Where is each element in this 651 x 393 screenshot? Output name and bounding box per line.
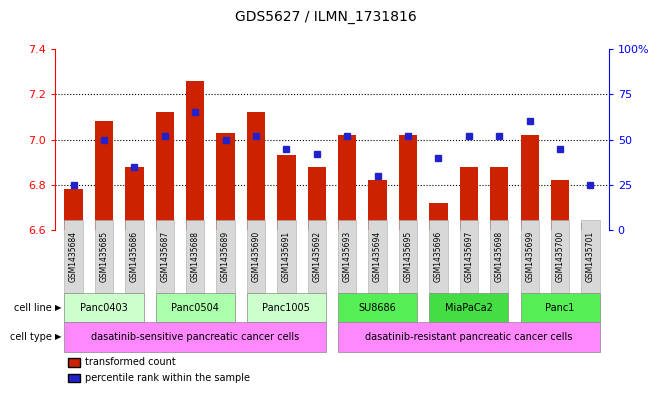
Text: GSM1435685: GSM1435685 (100, 231, 109, 282)
Bar (429, 203, 447, 230)
Text: GSM1435686: GSM1435686 (130, 231, 139, 282)
Text: Panc0403: Panc0403 (80, 303, 128, 312)
Text: GSM1435698: GSM1435698 (495, 231, 504, 282)
Text: dasatinib-sensitive pancreatic cancer cells: dasatinib-sensitive pancreatic cancer ce… (91, 332, 299, 342)
Text: GSM1435687: GSM1435687 (160, 231, 169, 282)
Text: GDS5627 / ILMN_1731816: GDS5627 / ILMN_1731816 (234, 10, 417, 24)
Bar (338, 135, 356, 230)
Text: GSM1435691: GSM1435691 (282, 231, 291, 282)
Bar (551, 180, 569, 230)
Bar (156, 112, 174, 230)
Text: GSM1435701: GSM1435701 (586, 231, 595, 282)
Bar (186, 81, 204, 230)
Bar (277, 155, 296, 230)
Bar (64, 189, 83, 230)
Text: GSM1435697: GSM1435697 (464, 231, 473, 282)
Text: Panc0504: Panc0504 (171, 303, 219, 312)
Text: GSM1435684: GSM1435684 (69, 231, 78, 282)
Bar (308, 167, 326, 230)
Text: transformed count: transformed count (85, 357, 176, 367)
Bar (581, 223, 600, 230)
Text: dasatinib-resistant pancreatic cancer cells: dasatinib-resistant pancreatic cancer ce… (365, 332, 572, 342)
Text: cell type: cell type (10, 332, 52, 342)
Bar (247, 112, 265, 230)
Text: GSM1435699: GSM1435699 (525, 231, 534, 282)
Text: GSM1435689: GSM1435689 (221, 231, 230, 282)
Text: cell line: cell line (14, 303, 52, 312)
Text: GSM1435690: GSM1435690 (251, 231, 260, 282)
Text: percentile rank within the sample: percentile rank within the sample (85, 373, 250, 383)
Bar (490, 167, 508, 230)
Text: GSM1435693: GSM1435693 (342, 231, 352, 282)
Text: GSM1435695: GSM1435695 (404, 231, 413, 282)
Bar (460, 167, 478, 230)
Text: SU8686: SU8686 (359, 303, 396, 312)
Bar (399, 135, 417, 230)
Text: Panc1005: Panc1005 (262, 303, 311, 312)
Text: Panc1: Panc1 (546, 303, 575, 312)
Text: GSM1435700: GSM1435700 (555, 231, 564, 282)
Text: ▶: ▶ (55, 303, 61, 312)
Bar (217, 133, 235, 230)
Bar (521, 135, 539, 230)
Text: ▶: ▶ (55, 332, 61, 342)
Bar (125, 167, 143, 230)
Text: GSM1435688: GSM1435688 (191, 231, 200, 282)
Text: MiaPaCa2: MiaPaCa2 (445, 303, 493, 312)
Bar (95, 121, 113, 230)
Text: GSM1435692: GSM1435692 (312, 231, 322, 282)
Text: GSM1435696: GSM1435696 (434, 231, 443, 282)
Bar (368, 180, 387, 230)
Text: GSM1435694: GSM1435694 (373, 231, 382, 282)
